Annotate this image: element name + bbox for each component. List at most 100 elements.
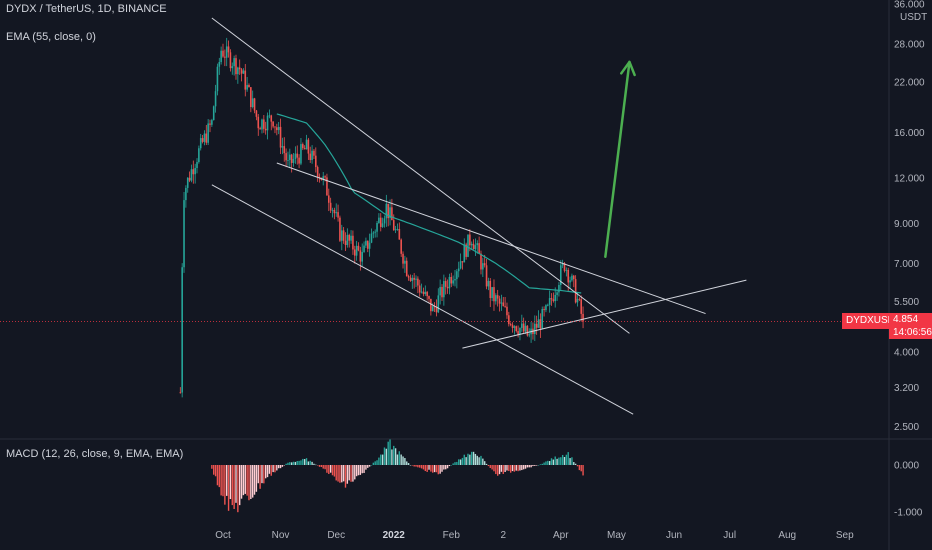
macd-bar: [480, 455, 482, 465]
macd-bar: [242, 465, 245, 496]
macd-bar: [443, 465, 445, 470]
candle-body: [352, 235, 354, 250]
candle-body: [270, 115, 273, 122]
candle-body: [578, 298, 581, 300]
macd-bar: [537, 465, 540, 466]
macd-bar: [532, 465, 534, 467]
macd-bar: [582, 465, 584, 476]
candle-body: [387, 203, 389, 219]
candle-body: [183, 200, 185, 268]
macd-bar: [368, 465, 371, 467]
candle-body: [242, 70, 245, 74]
macd-bar: [478, 457, 480, 465]
macd-bar: [461, 457, 464, 465]
macd-bar: [426, 465, 428, 472]
macd-bar: [545, 461, 547, 465]
candle-body: [339, 217, 341, 241]
macd-bar: [222, 465, 224, 497]
macd-bar: [521, 465, 523, 471]
candle-body: [300, 144, 302, 164]
candle-body: [214, 91, 217, 107]
candle-body: [192, 169, 195, 175]
candle-body: [465, 244, 467, 257]
macd-bar: [552, 459, 555, 465]
macd-bar: [515, 465, 517, 471]
macd-bar: [482, 458, 484, 465]
candle-body: [194, 168, 196, 175]
candle-body: [489, 280, 492, 299]
legend-title: DYDX / TetherUS, 1D, BINANCE: [6, 3, 167, 15]
candle-body: [472, 243, 475, 250]
candle-body: [374, 231, 376, 233]
candle-body: [285, 153, 287, 161]
macd-bar: [435, 465, 438, 473]
macd-bar: [539, 464, 542, 465]
macd-bar: [474, 453, 477, 465]
candle-body: [186, 177, 189, 188]
candle-body: [541, 309, 544, 329]
macd-bar: [504, 465, 506, 473]
macd-bar: [524, 465, 527, 469]
macd-bar: [313, 463, 315, 465]
macd-bar: [530, 465, 532, 468]
macd-bar: [240, 465, 243, 499]
macd-bar: [276, 465, 278, 471]
macd-bar: [294, 461, 297, 465]
candle-body: [435, 306, 438, 313]
candle-body: [333, 209, 336, 214]
ema-line: [276, 113, 582, 294]
price-tick-label: 9.000: [894, 219, 919, 230]
time-tick-label: Dec: [327, 530, 345, 541]
macd-bar: [406, 461, 408, 465]
candle-body: [359, 250, 362, 262]
price-tick-label: 5.500: [894, 297, 919, 308]
macd-bar: [231, 465, 233, 506]
candle-body: [480, 253, 482, 270]
last-price-value: 4.854: [893, 314, 919, 325]
macd-bar: [283, 465, 285, 466]
macd-bar: [315, 464, 317, 466]
macd-bar: [376, 460, 378, 465]
macd-bar: [445, 465, 447, 470]
bar-countdown: 14:06:56: [893, 327, 932, 338]
macd-bar: [342, 465, 345, 482]
macd-bar: [300, 460, 302, 465]
macd-bar: [335, 465, 337, 481]
macd-bar: [472, 451, 475, 465]
candle-body: [517, 331, 519, 335]
macd-bar: [355, 465, 358, 477]
candle-body: [543, 309, 545, 311]
time-tick-label: 2: [500, 530, 506, 541]
macd-bar: [569, 458, 571, 465]
macd-bar: [211, 465, 213, 469]
macd-bar: [561, 454, 564, 465]
candle-body: [474, 245, 477, 250]
candle-body: [556, 292, 558, 295]
macd-bar: [558, 457, 560, 465]
candle-body: [487, 280, 490, 287]
candle-body: [231, 66, 234, 69]
candle-body: [272, 121, 274, 127]
macd-bar: [420, 465, 423, 469]
candle-body: [350, 235, 352, 241]
macd-bar: [407, 463, 410, 465]
macd-bar: [289, 462, 291, 465]
macd-bar: [259, 465, 261, 489]
candle-body: [348, 234, 351, 241]
macd-bar: [424, 465, 427, 472]
candle-body: [400, 239, 402, 254]
candle-body: [251, 98, 254, 107]
candle-body: [335, 212, 338, 214]
candle-body: [224, 56, 226, 58]
candle-body: [398, 229, 401, 240]
macd-bar: [274, 465, 276, 473]
candle-body: [444, 281, 447, 287]
candle-body: [302, 144, 304, 149]
candle-body: [309, 153, 312, 161]
price-tick-label: 12.000: [894, 174, 925, 185]
candle-body: [467, 234, 469, 257]
macd-bar: [489, 465, 491, 468]
macd-bar: [324, 465, 326, 470]
candle-body: [526, 325, 529, 336]
